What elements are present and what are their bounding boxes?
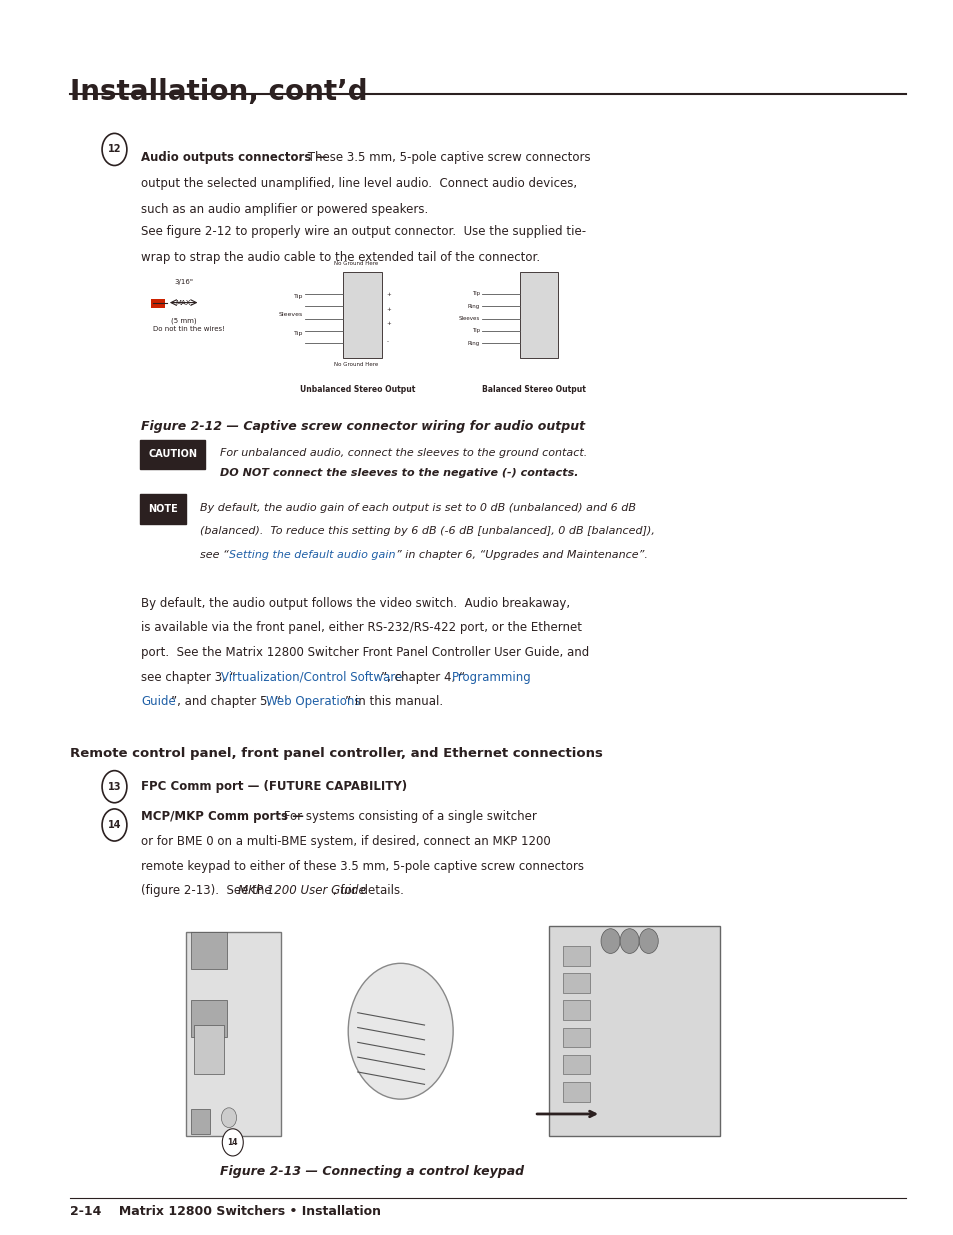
Circle shape (348, 963, 453, 1099)
Text: ”, and chapter 5, “: ”, and chapter 5, “ (171, 695, 280, 709)
Text: NOTE: NOTE (148, 504, 178, 514)
Circle shape (600, 929, 619, 953)
Text: By default, the audio output follows the video switch.  Audio breakaway,: By default, the audio output follows the… (141, 597, 570, 610)
Text: MAX.: MAX. (175, 300, 193, 305)
Text: ” in this manual.: ” in this manual. (345, 695, 443, 709)
Text: Remote control panel, front panel controller, and Ethernet connections: Remote control panel, front panel contro… (70, 747, 602, 761)
Text: Do not tin the wires!: Do not tin the wires! (152, 326, 224, 332)
Text: remote keypad to either of these 3.5 mm, 5-pole captive screw connectors: remote keypad to either of these 3.5 mm,… (141, 860, 583, 873)
Bar (519, 272, 558, 358)
Text: For systems consisting of a single switcher: For systems consisting of a single switc… (279, 810, 536, 824)
Bar (562, 973, 589, 993)
Bar (562, 1028, 589, 1047)
Text: 14: 14 (108, 820, 121, 830)
Text: output the selected unamplified, line level audio.  Connect audio devices,: output the selected unamplified, line le… (141, 177, 577, 190)
Text: For unbalanced audio, connect the sleeves to the ground contact.: For unbalanced audio, connect the sleeve… (220, 448, 587, 458)
Text: These 3.5 mm, 5-pole captive screw connectors: These 3.5 mm, 5-pole captive screw conne… (304, 151, 590, 164)
Bar (191, 932, 227, 969)
Bar (193, 1025, 224, 1074)
Text: (figure 2-13).  See the: (figure 2-13). See the (141, 884, 275, 898)
Bar (562, 946, 589, 966)
Text: (5 mm): (5 mm) (172, 317, 196, 324)
FancyBboxPatch shape (140, 494, 186, 524)
Bar (548, 926, 720, 1136)
Text: Tip: Tip (294, 331, 303, 336)
Text: Tip: Tip (294, 294, 303, 299)
Text: Programming: Programming (452, 671, 532, 684)
Text: or for BME 0 on a multi-BME system, if desired, connect an MKP 1200: or for BME 0 on a multi-BME system, if d… (141, 835, 551, 848)
Text: Ring: Ring (467, 304, 479, 309)
Circle shape (222, 1129, 243, 1156)
Text: Tip: Tip (471, 291, 479, 296)
Text: Setting the default audio gain: Setting the default audio gain (229, 550, 395, 559)
Text: MKP 1200 User Guide: MKP 1200 User Guide (237, 884, 365, 898)
Text: is available via the front panel, either RS-232/RS-422 port, or the Ethernet: is available via the front panel, either… (141, 621, 581, 635)
Circle shape (221, 1108, 236, 1128)
FancyBboxPatch shape (140, 440, 205, 469)
Text: Balanced Stereo Output: Balanced Stereo Output (482, 385, 585, 394)
Text: (balanced).  To reduce this setting by 6 dB (-6 dB [unbalanced], 0 dB [balanced]: (balanced). To reduce this setting by 6 … (200, 526, 655, 536)
Text: 3/16": 3/16" (174, 279, 193, 285)
Text: +: + (386, 308, 391, 312)
Text: 2-14    Matrix 12800 Switchers • Installation: 2-14 Matrix 12800 Switchers • Installati… (70, 1205, 380, 1219)
Text: Installation, cont’d: Installation, cont’d (70, 78, 367, 106)
Text: 13: 13 (108, 782, 121, 792)
Text: By default, the audio gain of each output is set to 0 dB (unbalanced) and 6 dB: By default, the audio gain of each outpu… (200, 503, 636, 513)
Text: See figure 2-12 to properly wire an output connector.  Use the supplied tie-: See figure 2-12 to properly wire an outp… (141, 225, 586, 238)
Bar (562, 1000, 589, 1020)
Text: port.  See the Matrix 12800 Switcher Front Panel Controller User Guide, and: port. See the Matrix 12800 Switcher Fron… (141, 646, 589, 659)
Text: Ring: Ring (467, 341, 479, 346)
Text: see “: see “ (200, 550, 229, 559)
Text: wrap to strap the audio cable to the extended tail of the connector.: wrap to strap the audio cable to the ext… (141, 251, 539, 264)
Text: CAUTION: CAUTION (148, 450, 197, 459)
Text: ”, chapter 4, “: ”, chapter 4, “ (380, 671, 464, 684)
Bar (172, 918, 743, 1158)
Bar (562, 1055, 589, 1074)
Text: +: + (386, 293, 391, 298)
Circle shape (639, 929, 658, 953)
Text: 14: 14 (227, 1137, 238, 1147)
Text: DO NOT connect the sleeves to the negative (-) contacts.: DO NOT connect the sleeves to the negati… (220, 468, 578, 478)
Text: ” in chapter 6, “Upgrades and Maintenance”.: ” in chapter 6, “Upgrades and Maintenanc… (395, 550, 647, 559)
Bar (151, 299, 165, 308)
Text: see chapter 3, “: see chapter 3, “ (141, 671, 235, 684)
Text: such as an audio amplifier or powered speakers.: such as an audio amplifier or powered sp… (141, 203, 428, 216)
Text: 12: 12 (108, 144, 121, 154)
Text: No Ground Here: No Ground Here (334, 362, 377, 367)
Text: -: - (386, 340, 388, 345)
Text: , for details.: , for details. (333, 884, 403, 898)
Circle shape (619, 929, 639, 953)
Text: Unbalanced Stereo Output: Unbalanced Stereo Output (300, 385, 415, 394)
Text: Web Operations: Web Operations (266, 695, 360, 709)
Text: Sleeves: Sleeves (458, 316, 479, 321)
Text: Tip: Tip (471, 329, 479, 333)
Bar (186, 932, 281, 1136)
Bar (191, 1109, 210, 1134)
Text: Figure 2-13 — Connecting a control keypad: Figure 2-13 — Connecting a control keypa… (220, 1165, 523, 1178)
Text: Virtualization/Control Software: Virtualization/Control Software (221, 671, 402, 684)
Text: MCP/MKP Comm ports —: MCP/MKP Comm ports — (141, 810, 304, 824)
Bar (562, 1082, 589, 1102)
Bar (343, 272, 381, 358)
Bar (191, 1000, 227, 1037)
Text: FPC Comm port — (FUTURE CAPABILITY): FPC Comm port — (FUTURE CAPABILITY) (141, 781, 407, 793)
Text: Sleeves: Sleeves (279, 312, 303, 317)
Text: +: + (386, 321, 391, 326)
Text: Figure 2-12 — Captive screw connector wiring for audio output: Figure 2-12 — Captive screw connector wi… (141, 420, 585, 433)
Text: Audio outputs connectors —: Audio outputs connectors — (141, 151, 327, 164)
Text: Guide: Guide (141, 695, 175, 709)
Text: No Ground Here: No Ground Here (334, 261, 377, 266)
